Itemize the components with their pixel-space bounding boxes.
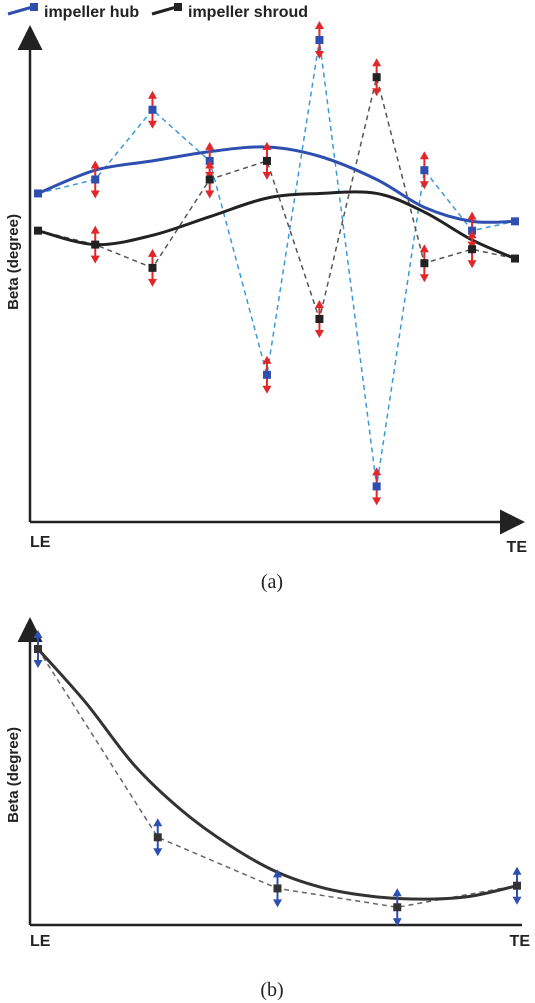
control-point-1-4 [393, 903, 402, 912]
chart-marks-b [33, 630, 522, 927]
control-polygon-1 [37, 648, 518, 909]
fitted-curve-1 [37, 145, 516, 224]
control-point-2-1 [34, 226, 42, 235]
x-end-label-a: TE [507, 539, 528, 556]
chart-marks-a [34, 21, 519, 506]
control-point-1-3 [148, 105, 157, 114]
control-point-2-5 [262, 156, 271, 165]
fitted-curve-2 [37, 190, 516, 260]
legend-hub-label: impeller hub [44, 4, 139, 21]
fitted-curve-1 [36, 648, 518, 901]
control-point-1-1 [34, 189, 42, 198]
control-point-1-10 [511, 217, 519, 226]
control-point-1-6 [315, 36, 324, 44]
panel-a: impeller hub impeller shroud Beta (degre… [5, 3, 527, 593]
legend-shroud-label: impeller shroud [188, 4, 308, 21]
y-axis-label-a: Beta (degree) [5, 214, 22, 310]
control-point-2-8 [420, 259, 429, 268]
control-point-2-7 [372, 73, 381, 82]
x-start-label-a: LE [30, 534, 51, 551]
control-point-2-6 [315, 315, 324, 323]
legend: impeller hub impeller shroud [7, 3, 308, 21]
x-end-label-b: TE [510, 933, 531, 950]
legend-hub-marker [30, 3, 38, 11]
y-axis-label-b: Beta (degree) [5, 727, 22, 823]
control-point-1-2 [91, 175, 100, 184]
panel-caption-b: (b) [260, 979, 283, 1001]
panel-caption-a: (a) [261, 571, 283, 593]
control-point-1-2 [153, 833, 162, 842]
control-point-1-5 [513, 881, 521, 890]
control-point-1-5 [262, 370, 271, 379]
x-start-label-b: LE [30, 933, 51, 950]
control-polygon-1 [37, 39, 516, 487]
control-point-2-10 [511, 254, 519, 263]
control-point-1-8 [420, 166, 429, 175]
legend-shroud-marker [174, 3, 182, 11]
control-point-2-2 [91, 240, 100, 249]
control-polygon-2 [37, 77, 516, 322]
control-point-1-7 [372, 482, 381, 491]
control-point-2-3 [148, 263, 157, 272]
control-point-2-4 [205, 175, 214, 184]
control-point-1-3 [273, 884, 282, 893]
control-point-1-1 [34, 645, 42, 653]
panel-b: Beta (degree) LE TE (b) [5, 617, 531, 1001]
control-point-2-9 [468, 245, 477, 254]
